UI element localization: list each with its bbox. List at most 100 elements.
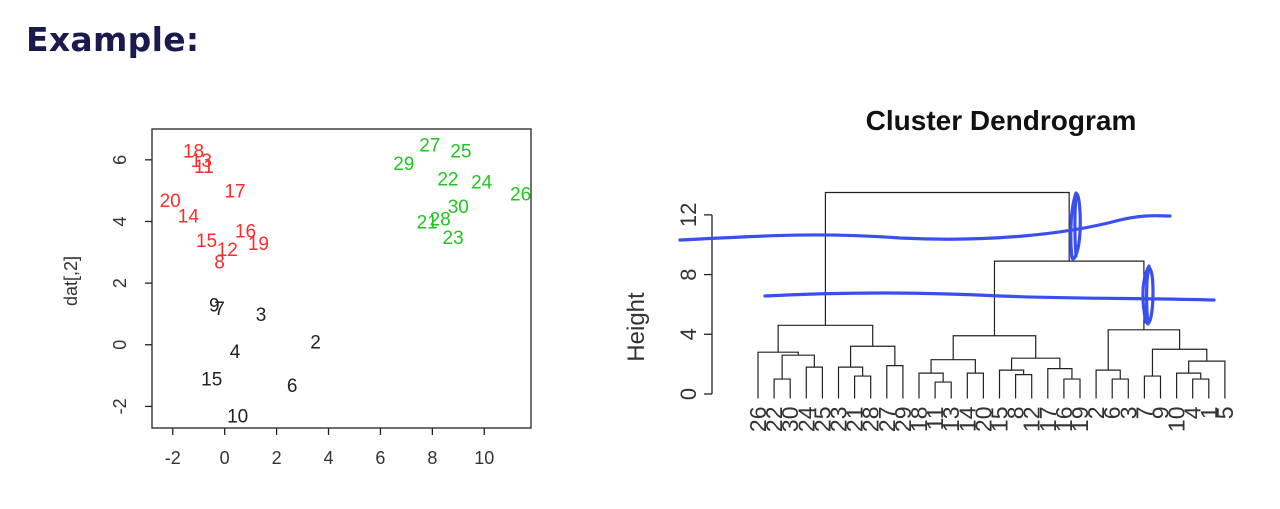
dendrogram-link: [824, 191, 1070, 326]
dendrogram-link: [777, 324, 874, 353]
scatter-x-axis: -2 0 2 4 6 8 10: [165, 428, 494, 468]
cut-loop-lower: [1141, 264, 1155, 326]
dendrogram-link: [854, 375, 872, 399]
dendrogram-leaf-label: 26: [745, 406, 771, 432]
dendrogram-leaf-label: 25: [809, 406, 835, 432]
y-tick-label: 6: [110, 155, 130, 165]
dendrogram-leaf-label: 3: [1115, 406, 1141, 419]
scatter-point-label: 7: [214, 299, 225, 320]
dendrogram-link: [966, 372, 984, 399]
scatter-point-label: 8: [214, 253, 225, 274]
dendrogram-leaf-label: 10: [1164, 406, 1190, 432]
scatter-point-label: 13: [191, 151, 212, 172]
dendrogram-leaf-label: 27: [874, 406, 900, 432]
dendrogram-link: [886, 365, 904, 399]
dendrogram-y-tick-label: 4: [676, 328, 701, 340]
scatter-point-label: 29: [393, 154, 414, 175]
dendrogram-leaf-label: 9: [1148, 406, 1174, 419]
scatter-point-label: 15: [196, 231, 217, 252]
scatter-point-label: 19: [248, 234, 269, 255]
scatter-y-axis: -2 0 2 4 6: [110, 155, 152, 414]
dendrogram-link: [952, 335, 1037, 360]
cut-loop-upper: [1069, 191, 1082, 261]
dendrogram-link: [837, 366, 864, 399]
dendrogram-leaf-label: 17: [1035, 406, 1061, 432]
handwritten-cut-annotations: [678, 191, 1216, 326]
dendrogram-leaf-label: 12: [1019, 406, 1045, 432]
scatter-point-label: 25: [450, 142, 471, 163]
dendrogram-link: [1015, 373, 1033, 399]
scatter-point-label: 17: [224, 182, 245, 203]
scatter-point-label: 28: [430, 209, 451, 230]
dendrogram-y-tick-label: 0: [676, 388, 701, 400]
dendrogram-leaf-label: 15: [987, 406, 1013, 432]
dendrogram-link: [918, 372, 944, 399]
dendrogram-leaf-label: 18: [906, 406, 932, 432]
slide-heading: Example:: [26, 20, 200, 59]
dendrogram-leaf-label: 24: [793, 406, 819, 432]
dendrogram-link: [1047, 368, 1073, 399]
scatter-y-axis-label: dat[,2]: [61, 256, 81, 306]
scatter-point-label: 12: [217, 240, 238, 261]
dendrogram-y-tick-label: 12: [676, 203, 701, 227]
dendrogram-link: [1176, 372, 1202, 399]
x-tick-label: -2: [165, 448, 181, 468]
scatter-point-label: 14: [178, 206, 200, 227]
dendrogram-leaf-label: 2: [1083, 406, 1109, 419]
cut-line-upper: [678, 214, 1172, 242]
scatter-point-label: 20: [160, 191, 181, 212]
dendrogram-y-axis: 0 4 8 12: [676, 203, 713, 400]
scatter-point-label: 10: [227, 407, 248, 428]
dendrogram-leaf-label: 29: [890, 406, 916, 432]
dendrogram-leaf-label: 20: [970, 406, 996, 432]
dendrogram-link: [930, 359, 976, 374]
dendrogram-leaf-label: 19: [1067, 406, 1093, 432]
dendrogram-leaf-label: 14: [954, 406, 980, 432]
dendrogram-link: [1111, 378, 1129, 399]
scatter-point-label: 9: [209, 296, 220, 317]
scatter-plot-box: [151, 128, 532, 429]
dendrogram-title: Cluster Dendrogram: [866, 105, 1137, 136]
scatter-point-label: 16: [235, 222, 256, 243]
dendrogram-leaf-label: 21: [842, 406, 868, 432]
scatter-point-label: 11: [194, 157, 214, 178]
scatter-point-label: 23: [443, 228, 464, 249]
dendrogram-leaf-label: 30: [777, 406, 803, 432]
scatter-plot-frame: [151, 128, 532, 429]
dendrogram-y-axis-label: Height: [623, 292, 650, 362]
dendrogram-link: [1151, 348, 1208, 377]
dendrogram-link: [934, 381, 952, 399]
scatter-point-label: 18: [183, 142, 204, 163]
dendrogram-leaf-label: 8: [1003, 406, 1029, 419]
dendrogram-link: [781, 354, 815, 380]
dendrogram-leaf-label: 22: [761, 406, 787, 432]
x-tick-label: 10: [474, 448, 494, 468]
dendrogram-link: [1063, 378, 1081, 399]
dendrogram-link: [757, 351, 799, 399]
dendrogram-leaf-label: 13: [938, 406, 964, 432]
dendrogram-y-tick-label: 8: [676, 268, 701, 280]
scatter-point-label: 15: [201, 370, 222, 391]
dendrogram-leaf-label: 5: [1212, 406, 1238, 419]
x-tick-label: 0: [220, 448, 230, 468]
scatter-point-label: 24: [471, 172, 493, 193]
scatter-point-label: 4: [230, 342, 241, 363]
dendrogram-link: [1192, 378, 1210, 399]
dendrogram-leaf-label: 7: [1131, 406, 1157, 419]
dendrogram-leaf-label: 16: [1051, 406, 1077, 432]
x-tick-label: 6: [375, 448, 385, 468]
y-tick-label: 4: [110, 216, 130, 226]
scatter-point-label: 26: [510, 185, 531, 206]
dendrogram-link: [849, 345, 896, 368]
dendrogram-link: [773, 378, 791, 399]
dendrogram-link: [805, 366, 823, 399]
dendrogram-link: [1143, 375, 1162, 399]
dendrogram-link: [1095, 369, 1121, 399]
scatter-point-label: 30: [448, 197, 469, 218]
scatter-point-label: 27: [419, 135, 440, 156]
scatter-point-label: 2: [310, 333, 321, 354]
dendrogram-leaf-label: 4: [1180, 406, 1206, 419]
y-tick-label: 0: [110, 340, 130, 350]
